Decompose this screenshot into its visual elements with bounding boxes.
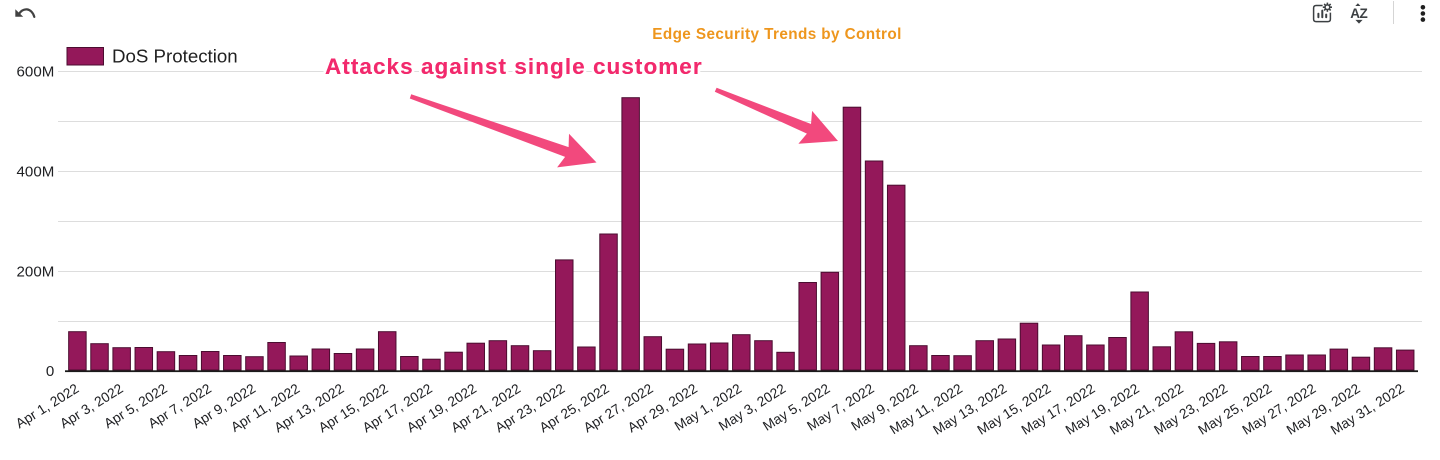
svg-text:400M: 400M — [17, 163, 55, 180]
svg-text:Attacks against single custome: Attacks against single customer — [325, 54, 703, 79]
svg-text:Attacks against single custome: Attacks against single customer — [325, 54, 703, 79]
svg-text:AZ: AZ — [1350, 6, 1367, 21]
svg-text:DoS Protection: DoS Protection — [112, 46, 238, 67]
svg-text:Edge Security Trends by Contro: Edge Security Trends by Control — [652, 26, 902, 43]
svg-text:600M: 600M — [17, 63, 55, 80]
svg-text:0: 0 — [46, 363, 54, 380]
svg-text:200M: 200M — [17, 263, 55, 280]
